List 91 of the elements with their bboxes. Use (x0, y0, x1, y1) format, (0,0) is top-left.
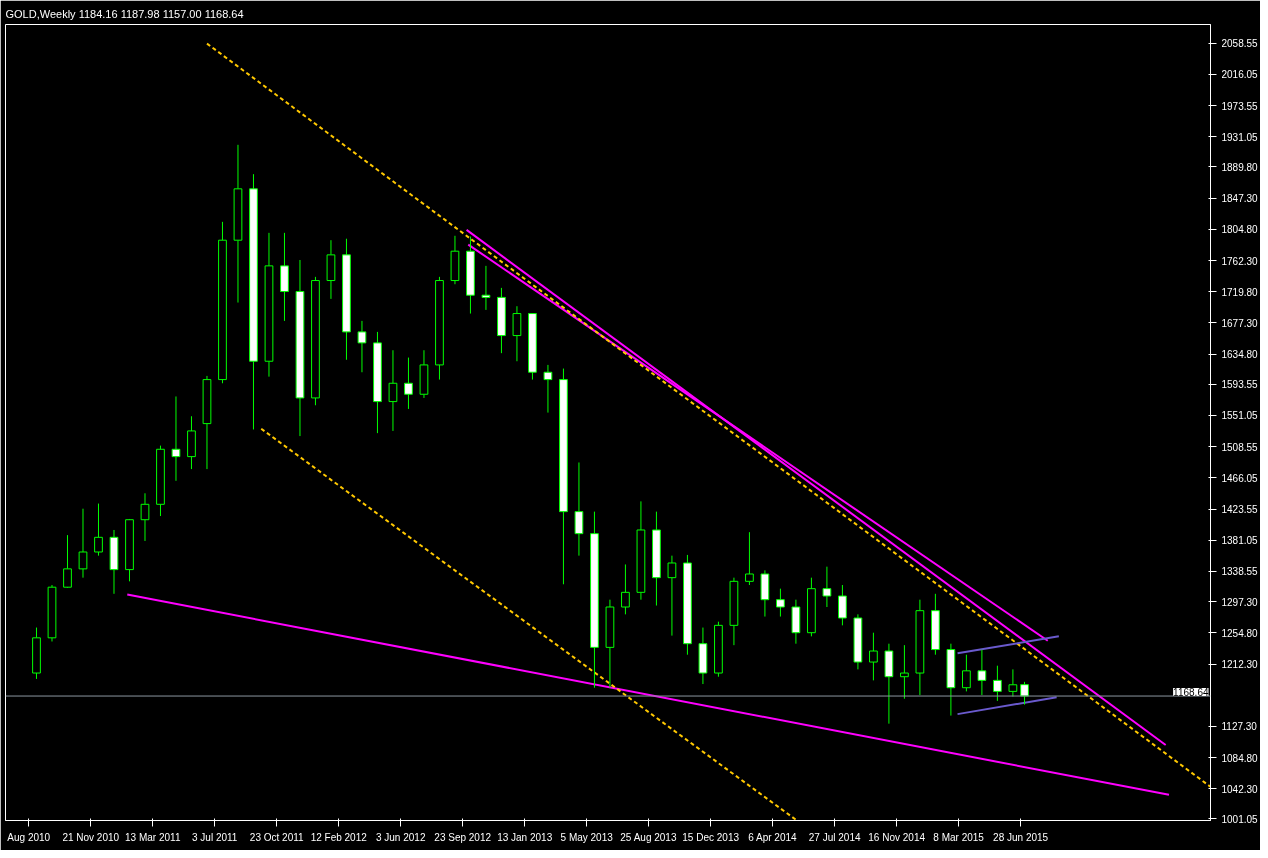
candlestick (574, 461, 584, 557)
candlestick (233, 144, 243, 304)
candlestick (512, 305, 522, 362)
candlestick (140, 492, 150, 542)
candlestick (419, 349, 429, 399)
y-tick-label: 1254.80 (1221, 627, 1259, 639)
x-tick-label: Aug 2010 (7, 831, 51, 843)
candlestick (202, 375, 212, 470)
x-tick-label: 12 Feb 2012 (310, 831, 368, 843)
x-tick-label: 13 Jan 2013 (497, 831, 553, 843)
y-tick-label: 1973.55 (1221, 100, 1259, 112)
candlestick (667, 555, 677, 637)
candlestick (791, 599, 801, 645)
candlestick (636, 500, 646, 601)
x-tick-label: 5 May 2013 (560, 831, 614, 843)
candlestick (977, 649, 987, 696)
candlestick (109, 529, 119, 595)
y-tick-label: 1466.05 (1221, 472, 1259, 484)
x-tick-label: 25 Aug 2013 (620, 831, 677, 843)
y-tick-label: 1634.80 (1221, 349, 1259, 361)
y-tick-label: 1719.80 (1221, 286, 1259, 298)
y-tick-label: 1338.55 (1221, 566, 1259, 578)
x-tick-label: 27 Jul 2014 (808, 831, 861, 843)
chart-title: GOLD,Weekly 1184.16 1187.98 1157.00 1168.64 (5, 7, 244, 20)
candlestick (373, 331, 382, 434)
candlestick (559, 368, 568, 585)
x-tick-label: 6 Apr 2014 (748, 831, 798, 843)
candlestick (187, 415, 196, 470)
y-tick-label: 1551.05 (1221, 410, 1259, 422)
y-tick-label: 1042.30 (1221, 783, 1259, 795)
y-tick-label: 1889.80 (1221, 161, 1259, 173)
candlestick (915, 599, 925, 696)
y-tick-label: 1508.55 (1221, 441, 1259, 453)
y-tick-label: 1084.80 (1221, 752, 1259, 764)
x-tick-label: 3 Jul 2011 (192, 831, 238, 843)
candlestick (342, 238, 351, 361)
candlestick (404, 357, 413, 410)
y-tick-label: 1001.05 (1221, 814, 1259, 825)
x-tick-label: 28 Jun 2015 (993, 831, 1049, 843)
y-tick-label: 1804.80 (1221, 224, 1259, 236)
candlestick (729, 577, 739, 646)
candlestick (946, 643, 956, 717)
candlestick (900, 644, 909, 700)
x-tick-label: 3 Jun 2012 (375, 831, 426, 843)
y-tick-label: 1593.55 (1221, 379, 1259, 391)
y-tick-label: 2016.05 (1221, 69, 1259, 81)
y-tick-label: 1423.55 (1221, 504, 1259, 516)
candlestick (295, 259, 305, 437)
y-tick-label: 1847.30 (1221, 193, 1259, 205)
candlestick (605, 599, 615, 689)
candlestick (280, 232, 289, 322)
y-tick-label: 1127.30 (1221, 721, 1258, 733)
candlestick (822, 566, 832, 608)
candlestick (884, 643, 894, 725)
y-tick-label: 1381.05 (1221, 535, 1259, 547)
x-tick-label: 15 Dec 2013 (682, 831, 740, 843)
x-tick-label: 21 Nov 2010 (62, 831, 120, 843)
candlestick (869, 632, 878, 681)
candlestick (776, 588, 785, 618)
candlestick (78, 508, 88, 579)
candlestick (543, 364, 553, 414)
candlestick (497, 287, 506, 354)
y-tick-label: 2058.55 (1221, 38, 1259, 50)
x-tick-label: 16 Nov 2014 (868, 831, 926, 843)
candlestick (652, 511, 661, 607)
candlestick (326, 239, 336, 300)
candlestick (481, 265, 491, 311)
x-tick-label: 23 Sep 2012 (434, 831, 492, 843)
candlestick (388, 349, 398, 432)
candlestick (47, 584, 57, 642)
candlestick (760, 569, 770, 618)
ref-line-label: 1168.64 (1173, 687, 1209, 699)
candlestick (853, 613, 863, 670)
candlestick (171, 395, 181, 482)
candlestick (264, 232, 274, 378)
candlestick (590, 511, 599, 689)
candlestick (450, 235, 460, 285)
x-tick-label: 23 Oct 2011 (249, 831, 305, 843)
y-tick-label: 1297.30 (1221, 596, 1259, 608)
candlestick (249, 173, 258, 430)
candlestick (698, 627, 708, 685)
x-tick-label: 8 Mar 2015 (933, 831, 985, 843)
candlestick (1008, 668, 1018, 698)
y-tick-label: 1212.30 (1221, 659, 1259, 671)
y-tick-label: 1931.05 (1221, 131, 1259, 143)
candlestick (931, 593, 940, 656)
candlestick (466, 236, 475, 315)
y-tick-label: 1677.30 (1221, 317, 1259, 329)
candlestick (357, 320, 367, 373)
x-tick-label: 13 Mar 2011 (125, 831, 181, 843)
y-tick-label: 1762.30 (1221, 255, 1259, 267)
